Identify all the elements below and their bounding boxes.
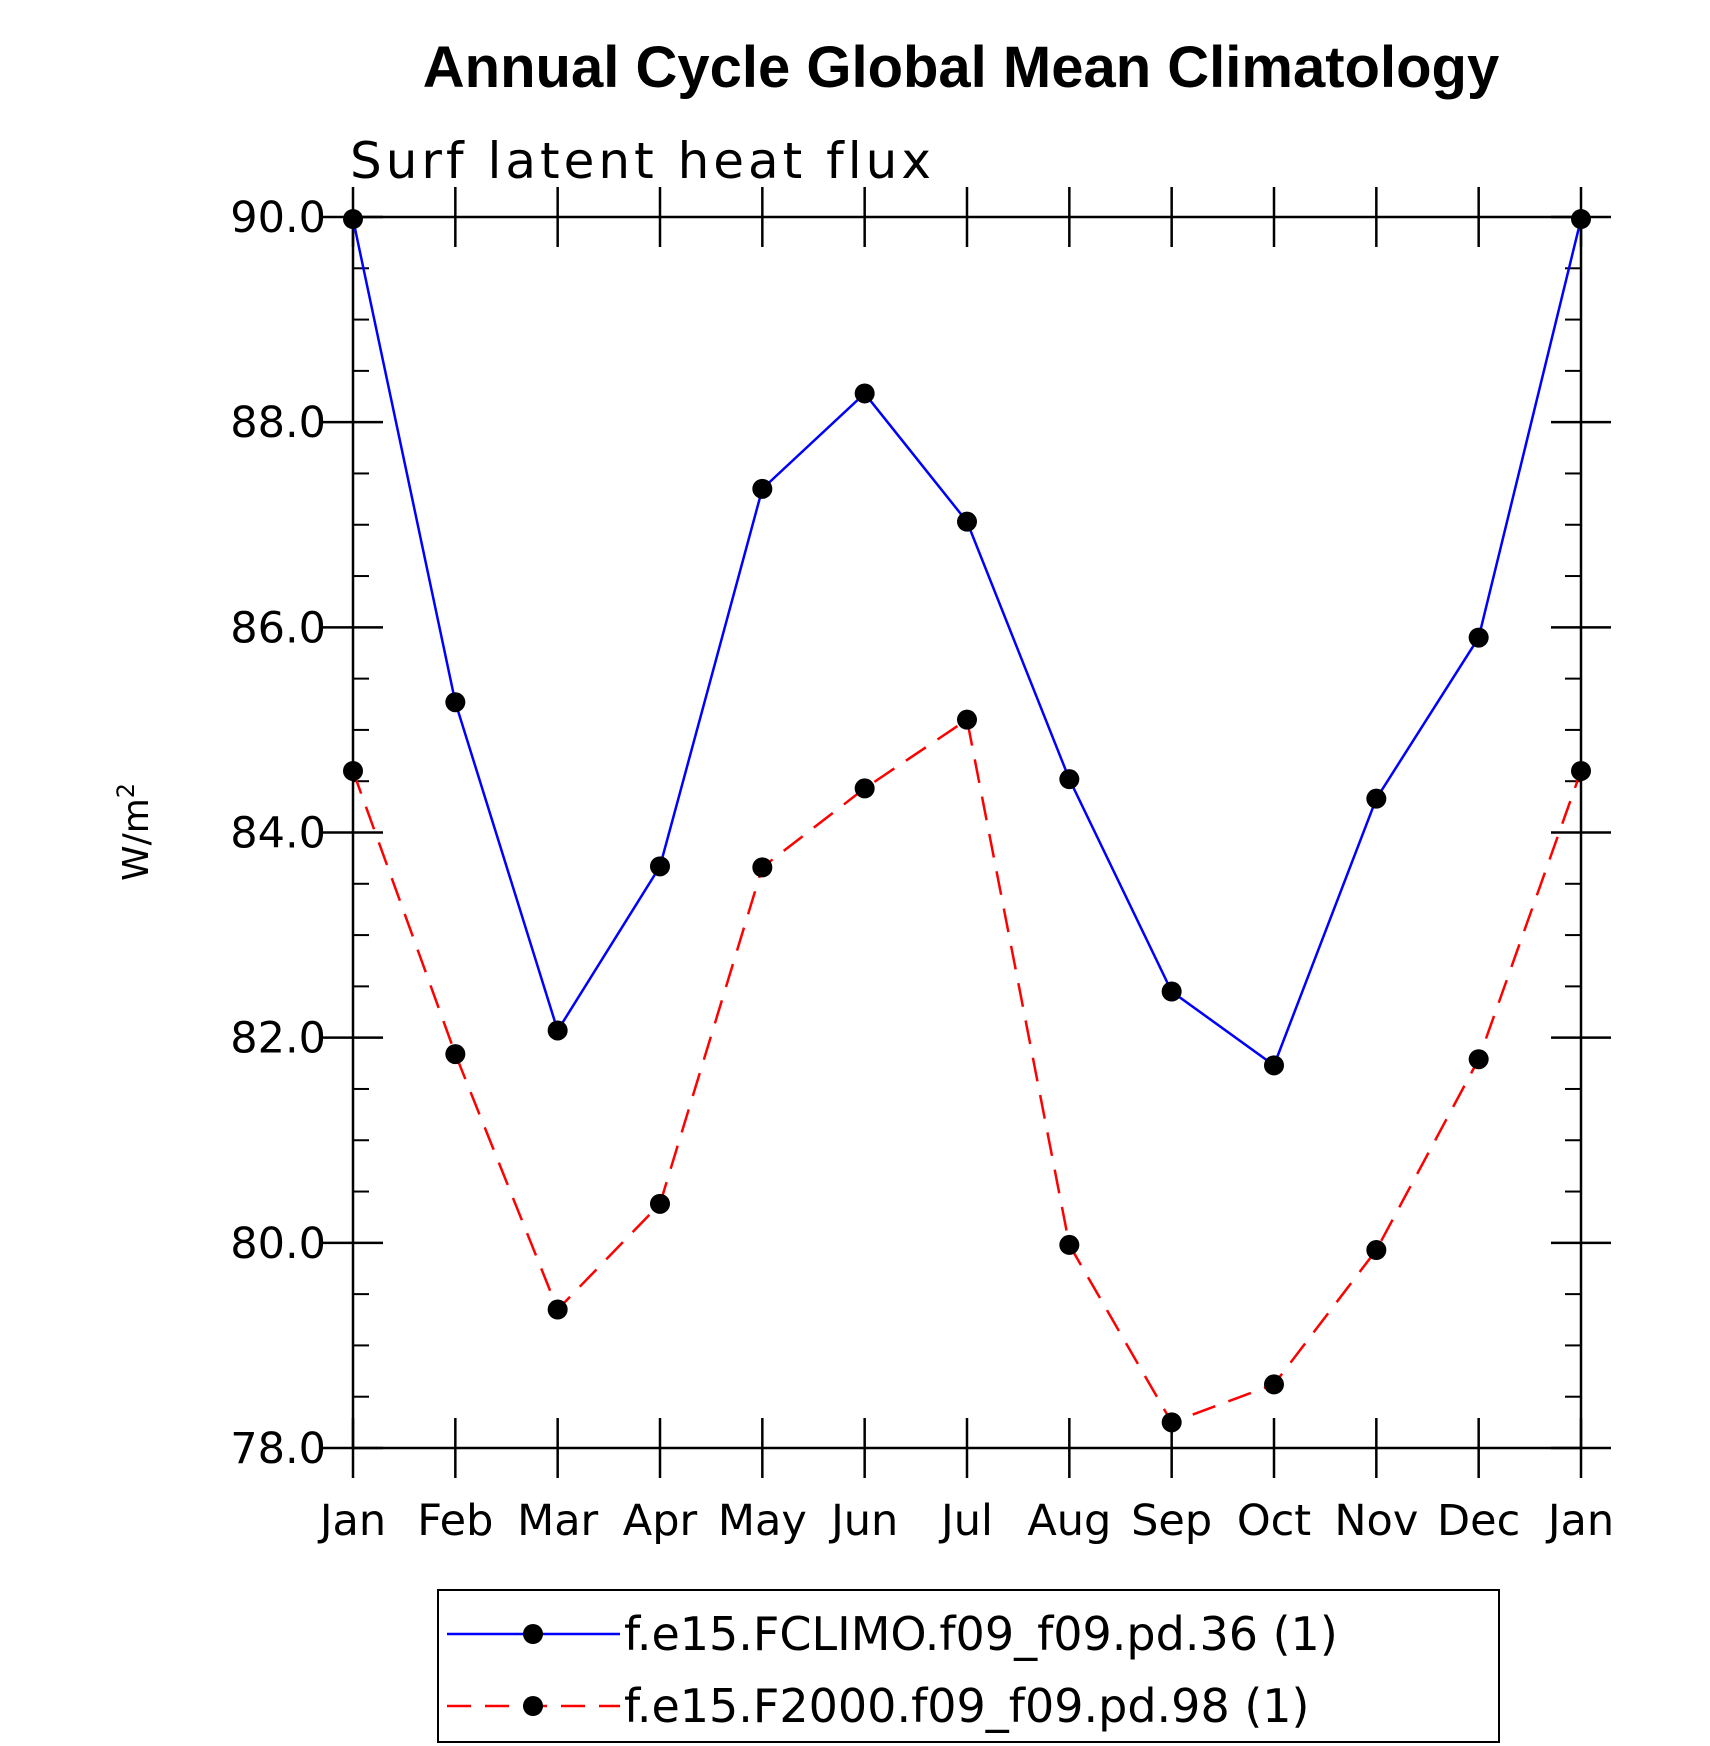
series-2-point-11: [1468, 1049, 1489, 1070]
x-tick-label-12: Jan: [1545, 1496, 1614, 1546]
axis-ticks: [323, 187, 1611, 1478]
series-2-point-9: [1264, 1374, 1284, 1395]
legend-box: [437, 1589, 1500, 1743]
x-tick-label-7: Aug: [1027, 1496, 1111, 1546]
y-tick-label-5: 88.0: [230, 398, 326, 448]
series-1-point-11: [1468, 627, 1489, 648]
series-2-point-5: [854, 778, 875, 799]
x-tick-label-2: Mar: [517, 1496, 598, 1546]
series-line-2: [351, 717, 1583, 1424]
series-layer: [343, 209, 1591, 1433]
legend-label-2: f.e15.F2000.f09_f09.pd.98 (1): [624, 1679, 1310, 1733]
series-2-point-2: [547, 1299, 568, 1320]
plot-frame: [351, 215, 1583, 1450]
series-1-point-1: [445, 692, 466, 713]
plot-border: [351, 215, 1583, 1450]
y-tick-label-6: 90.0: [230, 193, 326, 243]
x-tick-label-1: Feb: [417, 1496, 493, 1546]
x-tick-labels: Jan Feb Mar Apr May Jun Jul Aug Sep Oct Nov Dec Jan: [317, 1496, 1614, 1546]
series-1-point-0: [343, 209, 363, 230]
x-tick-label-10: Nov: [1334, 1496, 1418, 1546]
y-tick-label-1: 80.0: [230, 1219, 326, 1269]
chart-subtitle: Surf latent heat flux: [350, 132, 935, 190]
y-tick-label-3: 84.0: [230, 809, 326, 859]
y-tick-label-2: 82.0: [230, 1014, 326, 1064]
x-tick-label-0: Jan: [317, 1496, 386, 1546]
series-2-point-8: [1161, 1412, 1182, 1433]
series-1-point-7: [1059, 769, 1080, 790]
series-2-point-7: [1059, 1234, 1080, 1255]
y-tick-labels: 78.0 80.0 82.0 84.0 86.0 88.0 90.0: [230, 193, 326, 1474]
legend-swatch-marker-2: [523, 1696, 543, 1716]
y-tick-label-0: 78.0: [230, 1424, 326, 1474]
series-1-point-12: [1571, 209, 1591, 230]
x-tick-label-5: Jun: [828, 1496, 898, 1546]
series-1-point-4: [752, 478, 773, 499]
chart-title: Annual Cycle Global Mean Climatology: [423, 35, 1499, 100]
x-tick-label-8: Sep: [1131, 1496, 1212, 1546]
series-1-point-2: [547, 1020, 568, 1041]
series-2-point-6: [957, 709, 977, 730]
legend-swatch-marker-1: [523, 1624, 543, 1644]
series-1-point-3: [650, 856, 670, 877]
series-2-point-3: [650, 1193, 670, 1214]
series-1-point-8: [1161, 981, 1182, 1002]
series-2-point-10: [1366, 1240, 1387, 1261]
series-2-point-1: [445, 1044, 466, 1065]
x-tick-label-3: Apr: [623, 1496, 698, 1546]
y-axis-label-unit: W/m: [116, 798, 157, 881]
series-1-point-9: [1264, 1055, 1284, 1076]
y-axis-label: W/m2: [112, 783, 157, 881]
legend: f.e15.FCLIMO.f09_f09.pd.36 (1) f.e15.F20…: [437, 1589, 1500, 1743]
series-1-point-6: [957, 511, 977, 532]
legend-label-1: f.e15.FCLIMO.f09_f09.pd.36 (1): [624, 1607, 1338, 1661]
x-tick-label-4: May: [718, 1496, 807, 1546]
y-tick-label-4: 86.0: [230, 603, 326, 653]
series-1-point-10: [1366, 788, 1387, 809]
x-tick-label-6: Jul: [938, 1496, 993, 1546]
series-2-point-4: [752, 857, 773, 878]
series-1-point-5: [854, 383, 875, 404]
x-tick-label-11: Dec: [1437, 1496, 1520, 1546]
series-line-1: [351, 218, 1583, 1068]
series-2-point-0: [343, 760, 363, 781]
x-tick-label-9: Oct: [1237, 1496, 1311, 1546]
series-2-point-12: [1571, 760, 1591, 781]
y-axis-label-exponent: 2: [112, 783, 140, 798]
